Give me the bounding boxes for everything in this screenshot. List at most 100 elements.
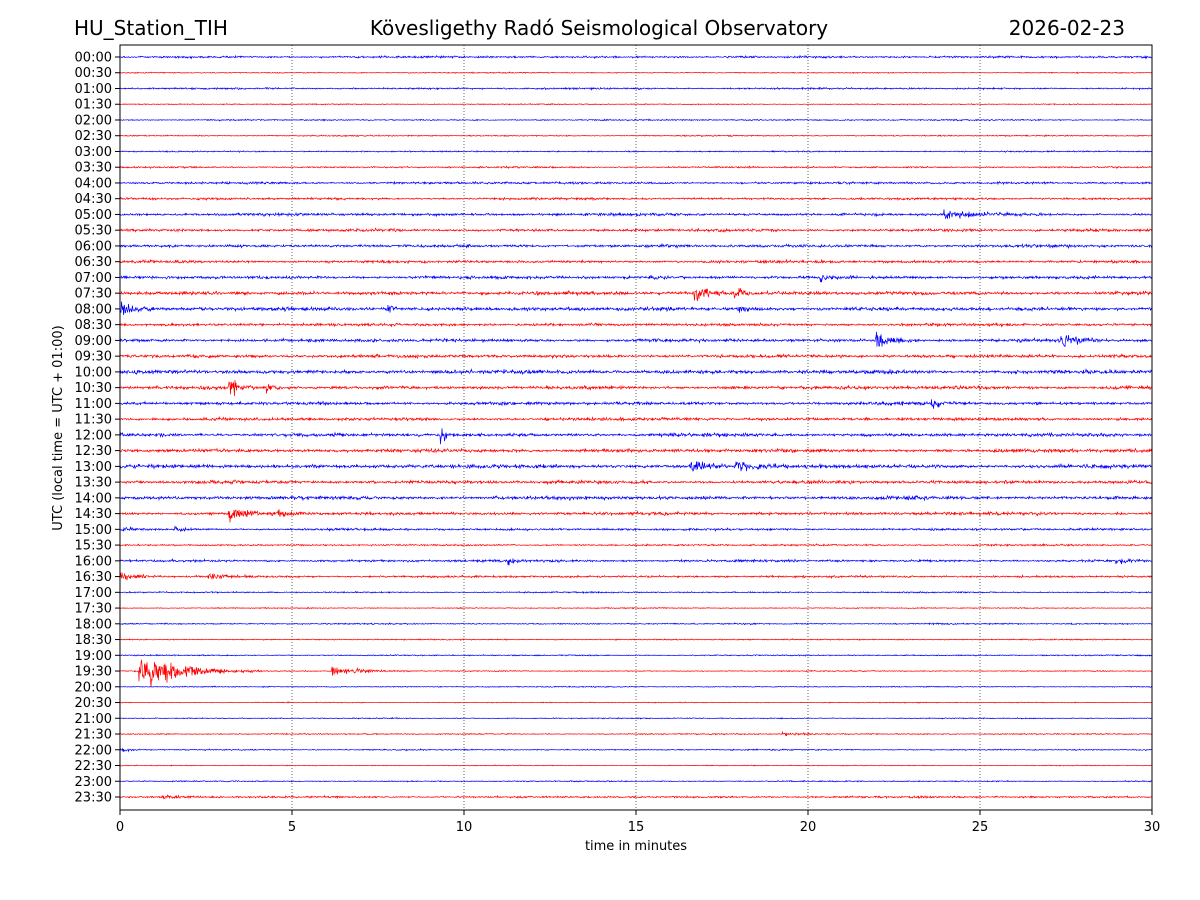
trace-1830 — [119, 638, 1153, 642]
y-tick-label: 23:30 — [75, 791, 112, 806]
y-tick-label: 06:00 — [75, 239, 112, 254]
trace-1800 — [119, 622, 1153, 626]
y-tick-label: 05:30 — [75, 224, 112, 239]
y-tick-label: 04:00 — [75, 176, 112, 191]
y-tick-label: 02:00 — [75, 113, 112, 128]
x-axis-label: time in minutes — [585, 839, 687, 854]
y-tick-label: 13:00 — [75, 460, 112, 475]
y-tick-label: 07:30 — [75, 287, 112, 302]
trace-0500 — [119, 209, 1153, 220]
y-tick-label: 17:00 — [75, 586, 112, 601]
trace-0130 — [119, 103, 1153, 106]
trace-0800 — [119, 301, 1153, 316]
y-tick-label: 12:00 — [75, 428, 112, 443]
trace-2300 — [119, 779, 1153, 783]
y-tick-label: 08:00 — [75, 302, 112, 317]
y-tick-label: 02:30 — [75, 129, 112, 144]
y-tick-label: 15:00 — [75, 523, 112, 538]
y-tick-label: 09:30 — [75, 350, 112, 365]
trace-2330 — [119, 794, 1153, 800]
trace-1000 — [119, 368, 1153, 376]
y-tick-label: 13:30 — [75, 476, 112, 491]
trace-0300 — [119, 149, 1153, 154]
trace-1630 — [119, 572, 1153, 581]
y-tick-label: 09:00 — [75, 334, 112, 349]
trace-2000 — [119, 685, 1153, 689]
y-tick-label: 10:00 — [75, 365, 112, 380]
x-tick-label: 10 — [456, 820, 473, 835]
station-title: HU_Station_TIH — [74, 16, 228, 40]
y-tick-label: 00:30 — [75, 66, 112, 81]
trace-1400 — [119, 494, 1153, 502]
y-axis-label: UTC (local time = UTC + 01:00) — [51, 325, 66, 530]
trace-0430 — [119, 196, 1153, 202]
y-tick-label: 12:30 — [75, 444, 112, 459]
y-tick-label: 07:00 — [75, 271, 112, 286]
y-tick-label: 15:30 — [75, 539, 112, 554]
x-tick-label: 20 — [800, 820, 817, 835]
trace-0830 — [119, 322, 1153, 328]
trace-0100 — [119, 86, 1153, 91]
y-axis: 00:0000:3001:0001:3002:0002:3003:0003:30… — [75, 51, 120, 806]
trace-1200 — [119, 428, 1153, 445]
trace-0530 — [119, 227, 1153, 233]
y-tick-label: 16:30 — [75, 570, 112, 585]
y-tick-label: 14:00 — [75, 491, 112, 506]
trace-0930 — [119, 353, 1153, 360]
y-tick-label: 21:00 — [75, 712, 112, 727]
trace-0200 — [119, 118, 1153, 122]
y-tick-label: 19:00 — [75, 649, 112, 664]
trace-1030 — [119, 380, 1153, 397]
trace-0700 — [119, 274, 1153, 283]
trace-2130 — [119, 730, 1153, 737]
trace-0600 — [119, 242, 1153, 249]
x-tick-label: 30 — [1144, 820, 1161, 835]
y-tick-label: 20:30 — [75, 696, 112, 711]
trace-1300 — [119, 461, 1153, 472]
trace-1100 — [119, 399, 1153, 409]
trace-0230 — [119, 133, 1153, 138]
y-tick-label: 22:30 — [75, 759, 112, 774]
trace-2100 — [119, 716, 1153, 720]
x-tick-label: 15 — [628, 820, 645, 835]
trace-1700 — [119, 590, 1153, 595]
trace-0030 — [119, 71, 1153, 75]
y-tick-label: 10:30 — [75, 381, 112, 396]
trace-0330 — [119, 165, 1153, 170]
y-tick-label: 11:30 — [75, 413, 112, 428]
y-tick-label: 04:30 — [75, 192, 112, 207]
y-tick-label: 18:00 — [75, 617, 112, 632]
x-tick-label: 25 — [972, 820, 989, 835]
trace-0900 — [119, 331, 1153, 348]
y-tick-label: 06:30 — [75, 255, 112, 270]
grid-lines — [291, 45, 981, 810]
x-tick-label: 5 — [288, 820, 296, 835]
trace-0400 — [119, 180, 1153, 186]
y-tick-label: 20:00 — [75, 680, 112, 695]
y-tick-label: 16:00 — [75, 554, 112, 569]
y-tick-label: 01:30 — [75, 98, 112, 113]
y-tick-label: 21:30 — [75, 728, 112, 743]
trace-1500 — [119, 525, 1153, 533]
date-title: 2026-02-23 — [1009, 16, 1125, 40]
trace-1730 — [119, 606, 1153, 610]
trace-2030 — [119, 701, 1153, 704]
trace-0000 — [119, 54, 1153, 60]
trace-1600 — [119, 557, 1153, 566]
y-tick-label: 11:00 — [75, 397, 112, 412]
y-tick-label: 01:00 — [75, 82, 112, 97]
traces — [119, 54, 1153, 800]
y-tick-label: 19:30 — [75, 665, 112, 680]
x-tick-label: 0 — [116, 820, 124, 835]
y-tick-label: 23:00 — [75, 775, 112, 790]
y-tick-label: 00:00 — [75, 51, 112, 66]
y-tick-label: 05:00 — [75, 208, 112, 223]
y-tick-label: 17:30 — [75, 602, 112, 617]
trace-1930 — [119, 659, 1153, 687]
trace-2230 — [119, 764, 1153, 767]
trace-1530 — [119, 542, 1153, 548]
trace-1330 — [119, 478, 1153, 486]
y-tick-label: 22:00 — [75, 743, 112, 758]
trace-0630 — [119, 258, 1153, 265]
